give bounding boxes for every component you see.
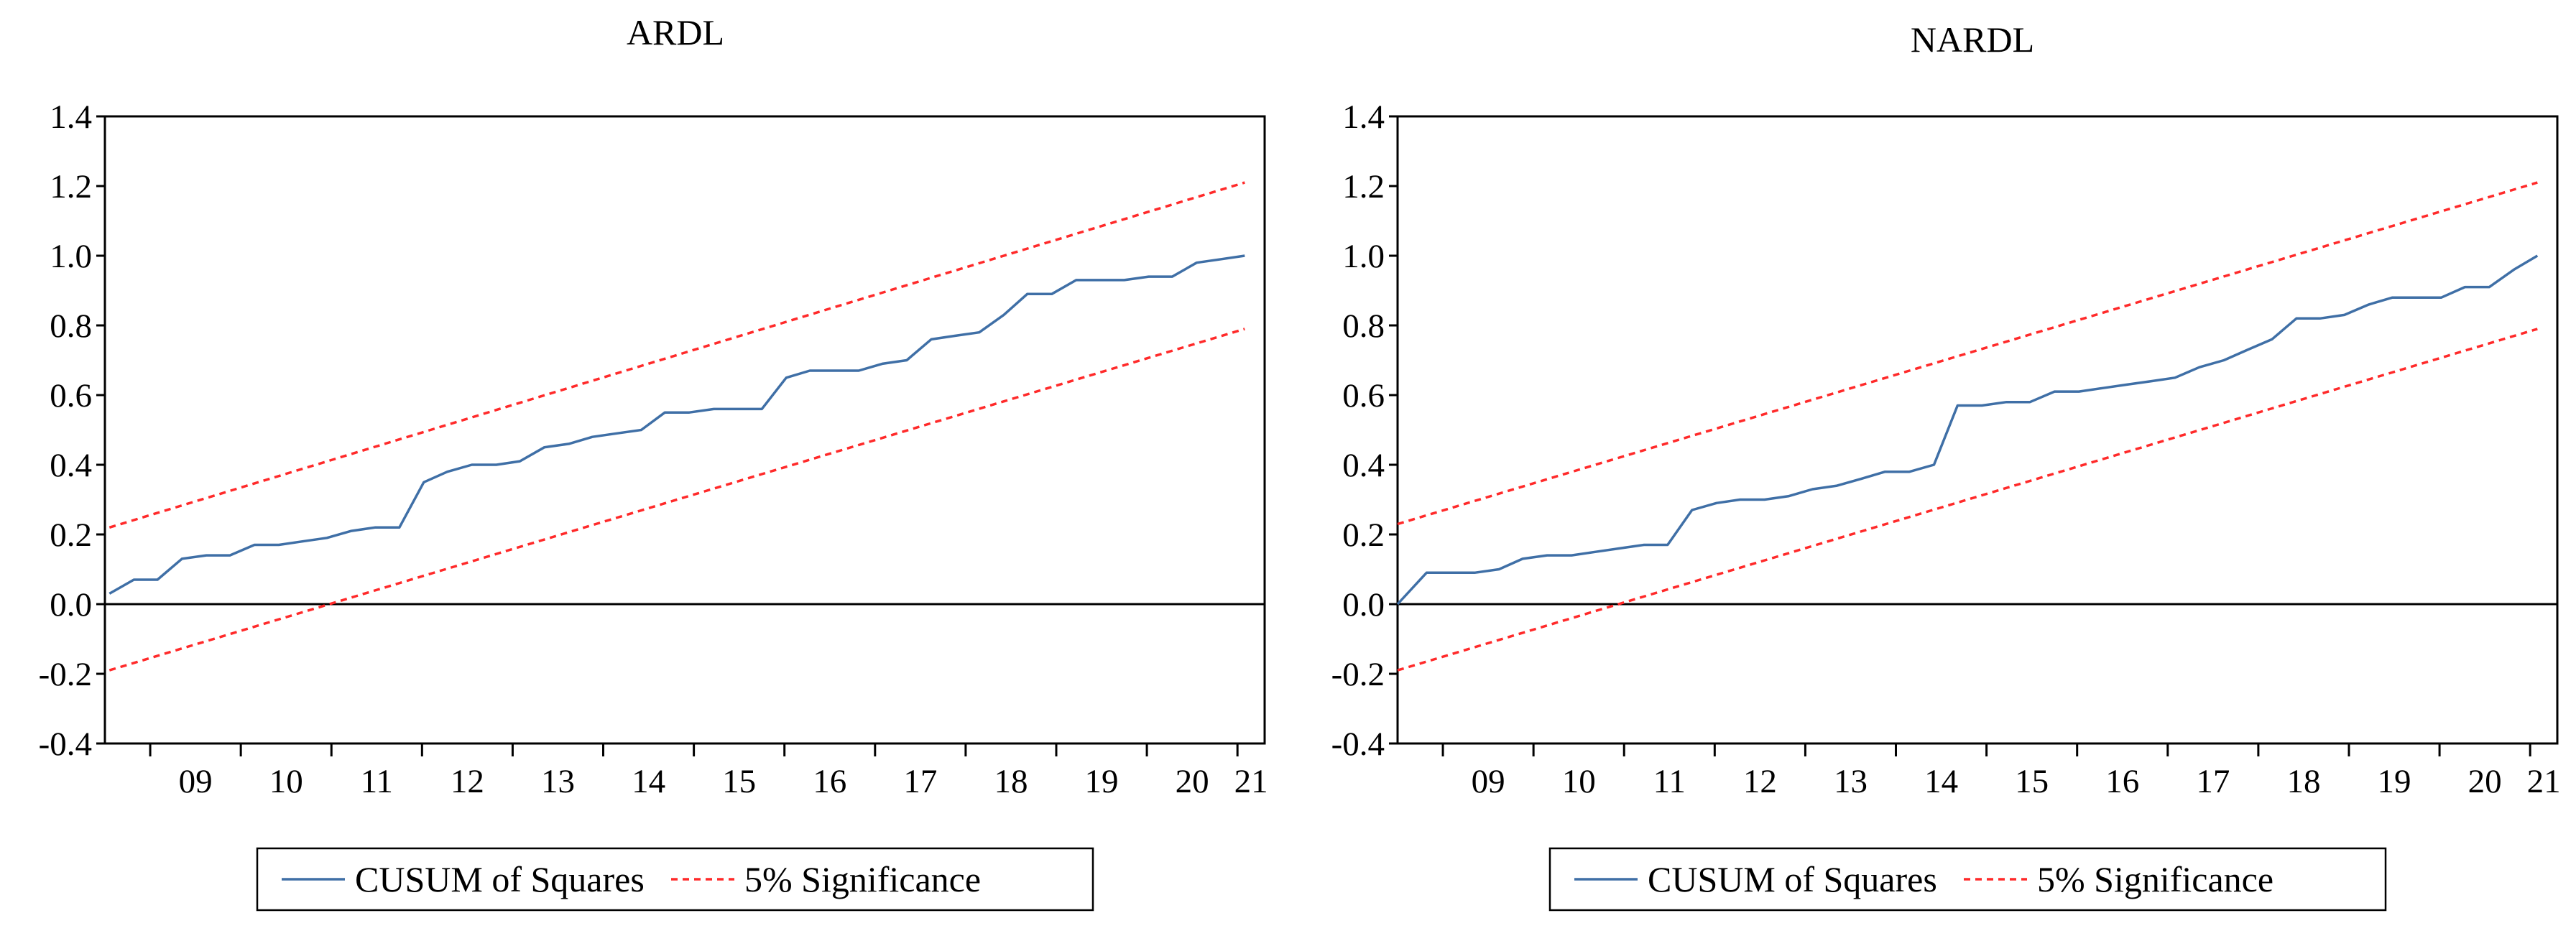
x-tick-label: 20 — [1176, 763, 1209, 800]
y-tick-label: 0.6 — [50, 377, 92, 414]
x-tick-label: 21 — [2527, 763, 2561, 800]
y-tick-label: -0.2 — [39, 656, 92, 693]
chart-panel-ardl: ARDL 1.4 1.2 1.0 0.8 0.6 0.4 0.2 0.0 -0.2 -0.4 09… — [39, 12, 1268, 912]
series-significance-upper — [109, 181, 1245, 529]
legend: CUSUM of Squares 5% Significance — [1548, 847, 2387, 912]
x-tick-label: 11 — [361, 763, 393, 800]
x-tick-label: 10 — [269, 763, 303, 800]
y-tick-label: 0.8 — [50, 307, 92, 345]
x-tick-label: 09 — [1472, 763, 1505, 800]
series-layer — [1396, 181, 2539, 672]
x-tick-label: 14 — [1924, 763, 1958, 800]
x-tick-label: 13 — [541, 763, 575, 800]
chart-title: ARDL — [627, 12, 724, 52]
y-tick-label: 0.0 — [1342, 586, 1385, 624]
y-tick-label: 0.0 — [50, 586, 92, 624]
y-tick-label: 0.4 — [50, 447, 92, 484]
y-tick-label: 0.4 — [1342, 447, 1385, 484]
series-significance-lower — [109, 328, 1245, 672]
x-tick-label: 12 — [451, 763, 484, 800]
x-tick-label: 09 — [179, 763, 213, 800]
x-tick-label: 17 — [903, 763, 937, 800]
y-tick-label: 1.0 — [1342, 238, 1385, 275]
x-tick-label: 12 — [1743, 763, 1777, 800]
y-tick-label: 1.0 — [50, 238, 92, 275]
y-tick-label: 1.4 — [1342, 98, 1385, 136]
x-tick-label: 11 — [1653, 763, 1686, 800]
x-tick-label: 17 — [2196, 763, 2230, 800]
x-tick-label: 15 — [722, 763, 756, 800]
y-axis: 1.4 1.2 1.0 0.8 0.6 0.4 0.2 0.0 -0.2 -0.4 — [39, 98, 105, 763]
x-tick-label: 10 — [1562, 763, 1596, 800]
plot-frame — [1396, 115, 2559, 745]
chart-panel-nardl: NARDL 1.4 1.2 1.0 0.8 0.6 0.4 0.2 0.0 -0.2 -0.4 0… — [1331, 19, 2561, 912]
y-tick-label: 0.6 — [1342, 377, 1385, 414]
y-tick-label: 0.2 — [1342, 516, 1385, 554]
x-axis: 09 10 11 12 13 14 15 16 17 18 19 20 21 — [1441, 743, 2561, 800]
x-tick-label: 14 — [632, 763, 665, 800]
x-axis: 09 10 11 12 13 14 15 16 17 18 19 20 21 — [149, 743, 1268, 800]
y-axis: 1.4 1.2 1.0 0.8 0.6 0.4 0.2 0.0 -0.2 -0.4 — [1331, 98, 1398, 763]
legend-label-significance: 5% Significance — [2037, 859, 2273, 899]
legend-label-significance: 5% Significance — [744, 859, 981, 899]
x-tick-label: 19 — [1085, 763, 1119, 800]
y-tick-label: 1.4 — [50, 98, 92, 136]
y-tick-label: 1.2 — [50, 168, 92, 205]
legend: CUSUM of Squares 5% Significance — [256, 847, 1094, 912]
x-tick-label: 21 — [1234, 763, 1268, 800]
y-tick-label: -0.2 — [1331, 656, 1385, 693]
series-significance-upper — [1397, 181, 2538, 526]
y-tick-label: -0.4 — [1331, 726, 1385, 763]
chart-title: NARDL — [1911, 19, 2034, 60]
y-tick-label: -0.4 — [39, 726, 92, 763]
legend-label-cusum: CUSUM of Squares — [355, 859, 645, 899]
x-tick-label: 15 — [2015, 763, 2049, 800]
x-tick-label: 18 — [994, 763, 1028, 800]
y-tick-label: 0.2 — [50, 516, 92, 554]
legend-label-cusum: CUSUM of Squares — [1648, 859, 1937, 899]
x-tick-label: 20 — [2468, 763, 2502, 800]
series-cusum-of-squares — [1396, 254, 2539, 606]
series-cusum-of-squares — [109, 254, 1245, 595]
x-tick-label: 13 — [1834, 763, 1868, 800]
series-significance-lower — [1397, 328, 2538, 672]
plot-frame — [103, 115, 1266, 745]
x-tick-label: 18 — [2286, 763, 2320, 800]
y-tick-label: 1.2 — [1342, 168, 1385, 205]
y-tick-label: 0.8 — [1342, 307, 1385, 345]
x-tick-label: 19 — [2378, 763, 2411, 800]
x-tick-label: 16 — [813, 763, 846, 800]
series-layer — [109, 181, 1245, 672]
x-tick-label: 16 — [2105, 763, 2139, 800]
